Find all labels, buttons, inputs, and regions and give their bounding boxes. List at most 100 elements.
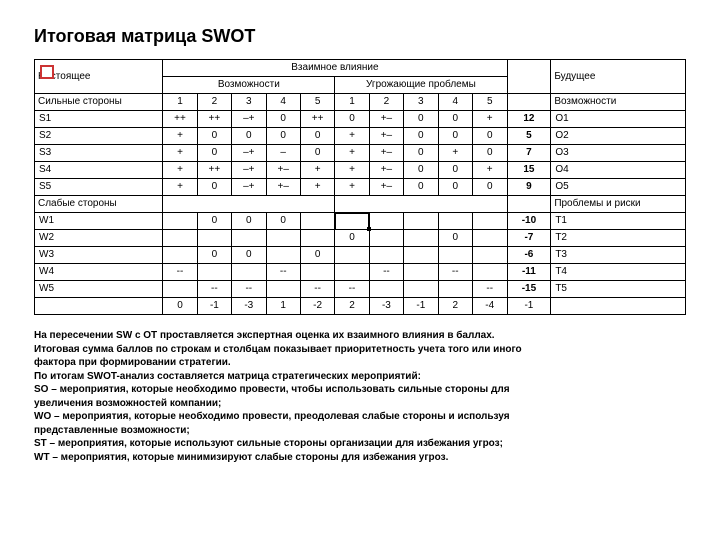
o-label: O1 bbox=[551, 111, 686, 128]
cell bbox=[335, 247, 369, 264]
cell: 0 bbox=[197, 128, 231, 145]
cell: ++ bbox=[197, 162, 231, 179]
cell: + bbox=[163, 145, 197, 162]
strength-row: S3+0–+–0++–0+07O3 bbox=[35, 145, 686, 162]
row-label: S5 bbox=[35, 179, 163, 196]
explain-line: представленные возможности; bbox=[34, 424, 686, 438]
cell bbox=[404, 281, 438, 298]
hdr-opportunities: Возможности bbox=[163, 77, 335, 94]
weakness-row: W200-7T2 bbox=[35, 230, 686, 247]
row-sum: -10 bbox=[507, 213, 551, 230]
explain-line: фактора при формировании стратегии. bbox=[34, 356, 686, 370]
cell: + bbox=[300, 179, 334, 196]
cell bbox=[163, 247, 197, 264]
cell: +– bbox=[369, 145, 403, 162]
strength-row: S1++++–+0++0+–00+12O1 bbox=[35, 111, 686, 128]
cell: + bbox=[335, 179, 369, 196]
cell bbox=[335, 264, 369, 281]
cell bbox=[472, 213, 507, 230]
cell bbox=[404, 213, 438, 230]
cell: + bbox=[335, 162, 369, 179]
cell: + bbox=[163, 162, 197, 179]
cell: 0 bbox=[232, 213, 266, 230]
cell: ++ bbox=[300, 111, 334, 128]
cell: +– bbox=[369, 111, 403, 128]
explain-line: Итоговая сумма баллов по строкам и столб… bbox=[34, 343, 686, 357]
cell bbox=[163, 281, 197, 298]
o-label: O2 bbox=[551, 128, 686, 145]
cell: 0 bbox=[438, 162, 472, 179]
cell: + bbox=[300, 162, 334, 179]
page-title: Итоговая матрица SWOT bbox=[34, 26, 686, 47]
column-sums-row: 0-1-31-2 2-3-12-4 -1 bbox=[35, 298, 686, 315]
cell: + bbox=[163, 179, 197, 196]
cell: –+ bbox=[232, 111, 266, 128]
cell bbox=[300, 264, 334, 281]
cell: -- bbox=[472, 281, 507, 298]
row-sum: -6 bbox=[507, 247, 551, 264]
explain-line: увеличения возможностей компании; bbox=[34, 397, 686, 411]
row-label: W4 bbox=[35, 264, 163, 281]
bullet-marker bbox=[40, 65, 54, 79]
o-label: O5 bbox=[551, 179, 686, 196]
cell: 0 bbox=[266, 111, 300, 128]
cell bbox=[232, 264, 266, 281]
o-label: O3 bbox=[551, 145, 686, 162]
explain-line: WO – мероприятия, которые необходимо про… bbox=[34, 410, 686, 424]
cell bbox=[472, 247, 507, 264]
cell: +– bbox=[369, 128, 403, 145]
row-sum: 5 bbox=[507, 128, 551, 145]
explain-line: По итогам SWOT-анализ составляется матри… bbox=[34, 370, 686, 384]
cell: –+ bbox=[232, 145, 266, 162]
cell bbox=[369, 281, 403, 298]
cell bbox=[266, 230, 300, 247]
cell: 0 bbox=[404, 162, 438, 179]
weakness-row: W1000-10T1 bbox=[35, 213, 686, 230]
row-sum: -15 bbox=[507, 281, 551, 298]
cell: -- bbox=[438, 264, 472, 281]
cell bbox=[266, 247, 300, 264]
strength-row: S2+0000++–0005O2 bbox=[35, 128, 686, 145]
row-label: S1 bbox=[35, 111, 163, 128]
cell: + bbox=[335, 145, 369, 162]
cell: 0 bbox=[300, 145, 334, 162]
cell: + bbox=[472, 111, 507, 128]
cell bbox=[369, 213, 403, 230]
cell: 0 bbox=[266, 128, 300, 145]
cell: – bbox=[266, 145, 300, 162]
cell bbox=[163, 213, 197, 230]
cell: 0 bbox=[438, 230, 472, 247]
cell bbox=[369, 230, 403, 247]
explain-line: На пересечении SW с OT проставляется экс… bbox=[34, 329, 686, 343]
t-label: T1 bbox=[551, 213, 686, 230]
row-sum: 9 bbox=[507, 179, 551, 196]
row-label: S3 bbox=[35, 145, 163, 162]
cell: 0 bbox=[438, 179, 472, 196]
cell: 0 bbox=[335, 111, 369, 128]
cell: 0 bbox=[197, 247, 231, 264]
cell bbox=[369, 247, 403, 264]
cell: + bbox=[163, 128, 197, 145]
cell: +– bbox=[266, 162, 300, 179]
cell: -- bbox=[232, 281, 266, 298]
cell bbox=[404, 247, 438, 264]
cell bbox=[472, 230, 507, 247]
cell: -- bbox=[335, 281, 369, 298]
row-sum: -7 bbox=[507, 230, 551, 247]
cell: 0 bbox=[335, 230, 369, 247]
cell: 0 bbox=[232, 247, 266, 264]
cell: +– bbox=[369, 179, 403, 196]
o-label: O4 bbox=[551, 162, 686, 179]
cell bbox=[404, 264, 438, 281]
strength-row: S4+++–++–+++–00+15O4 bbox=[35, 162, 686, 179]
swot-matrix: Настоящее Взаимное влияние Будущее Возмо… bbox=[34, 59, 686, 315]
cell: -- bbox=[300, 281, 334, 298]
cell bbox=[438, 247, 472, 264]
cell: -- bbox=[266, 264, 300, 281]
weakness-row: W4---------11T4 bbox=[35, 264, 686, 281]
cell: -- bbox=[369, 264, 403, 281]
weakness-row: W3000-6T3 bbox=[35, 247, 686, 264]
cell: 0 bbox=[472, 145, 507, 162]
hdr-right-risk: Проблемы и риски bbox=[551, 196, 686, 213]
cell bbox=[197, 264, 231, 281]
